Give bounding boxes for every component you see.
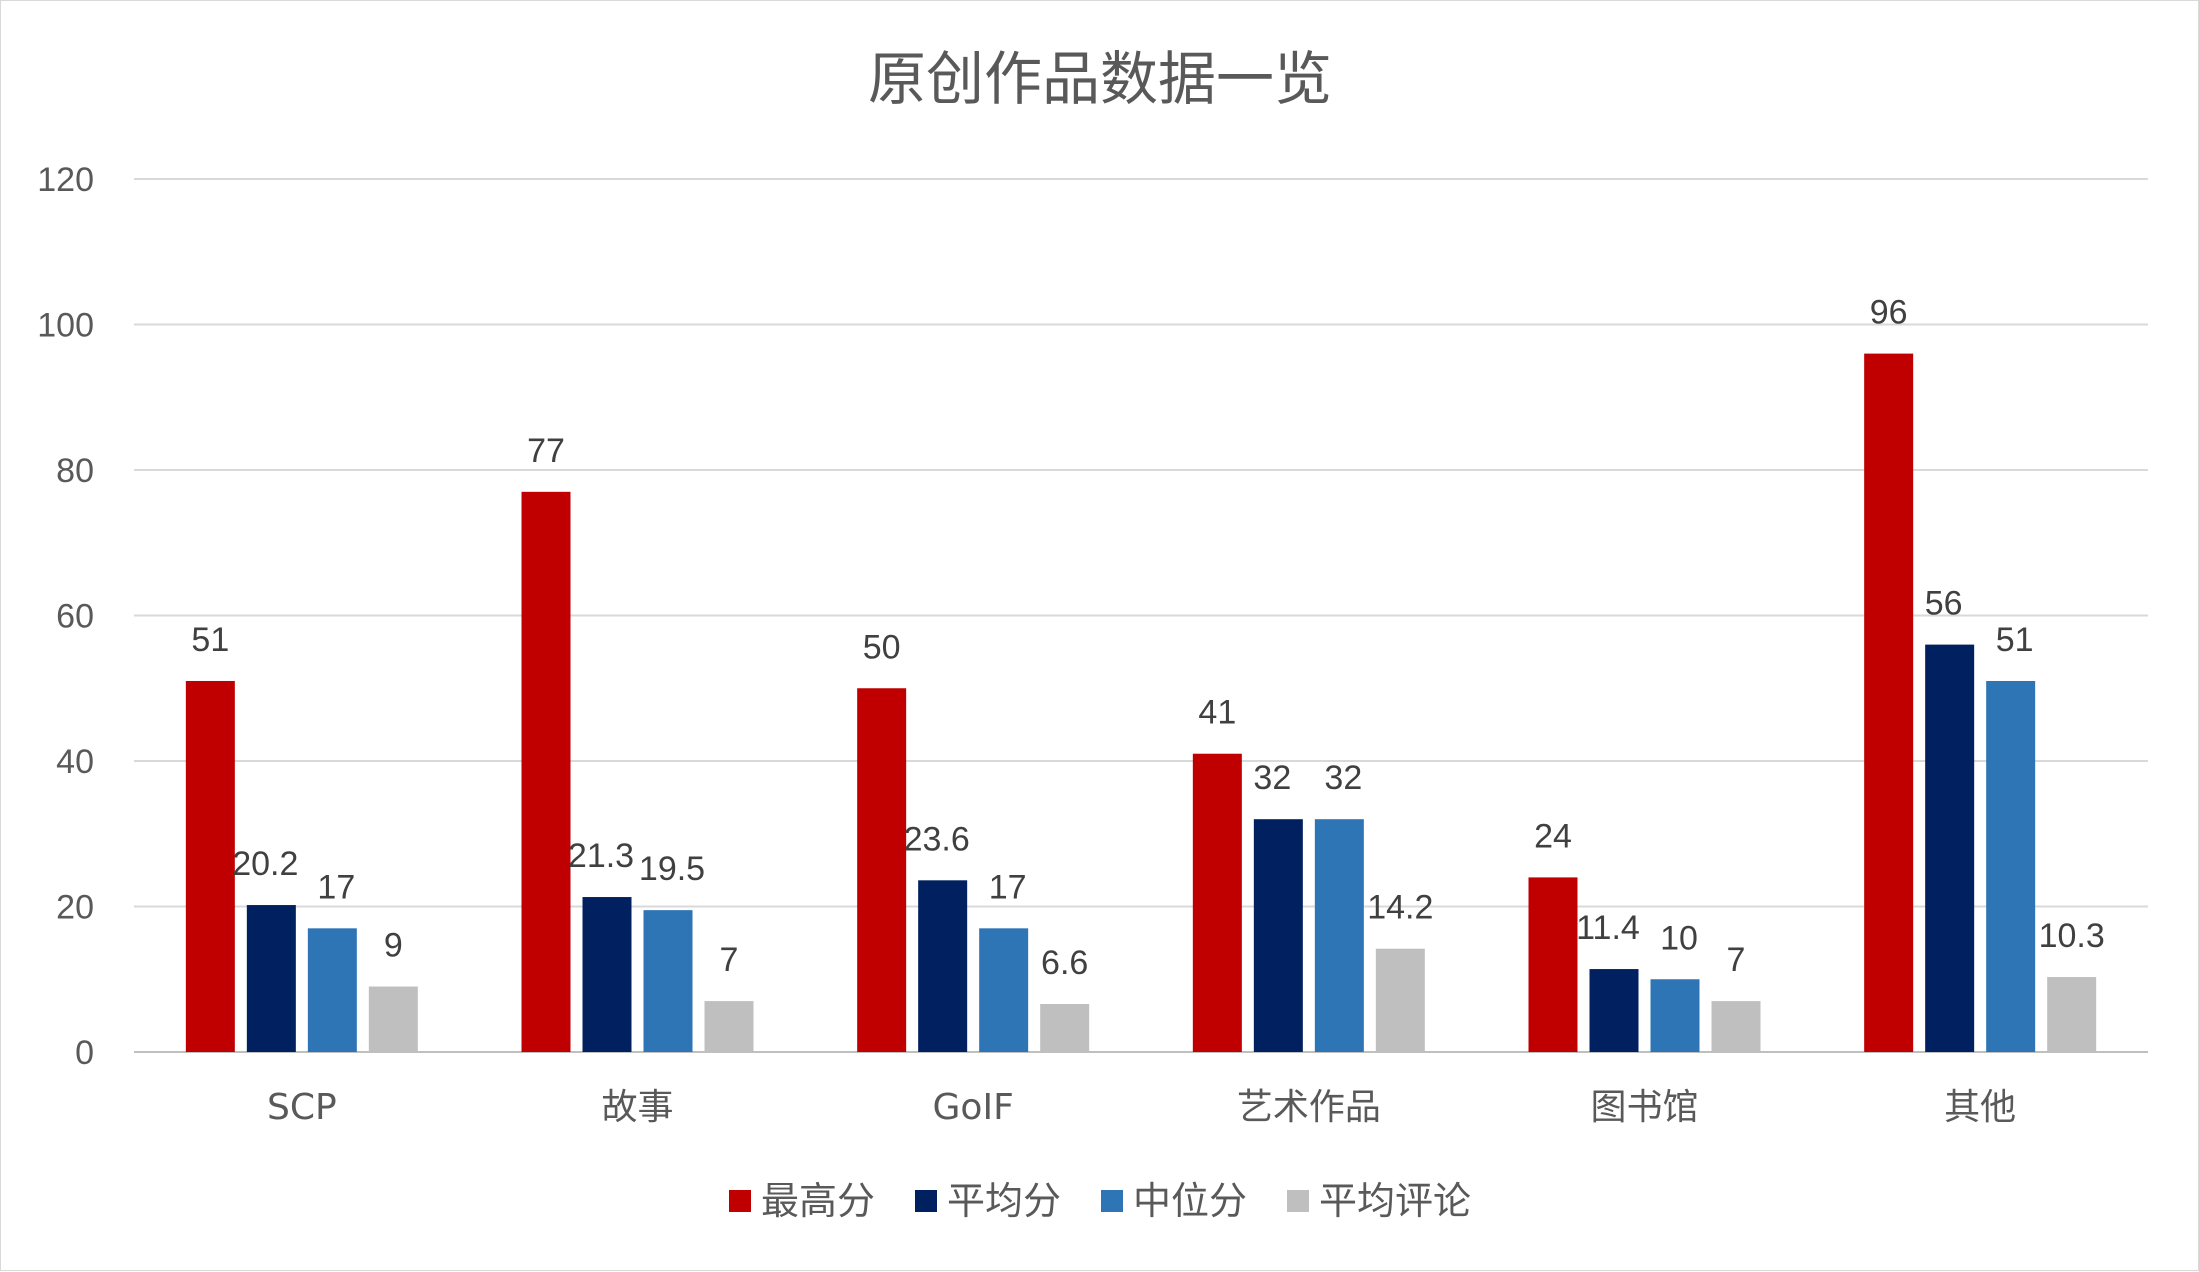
- bar-其他-最高分: [1864, 353, 1914, 1053]
- data-label-其他-平均分: 56: [1925, 585, 1963, 623]
- category-label-故事: 故事: [601, 1087, 673, 1128]
- data-label-scp-平均评论: 9: [384, 927, 403, 965]
- legend-label-平均分: 平均分: [947, 1179, 1061, 1223]
- legend-swatch-中位分: [1101, 1190, 1123, 1212]
- data-label-goif-平均评论: 6.6: [1041, 944, 1088, 982]
- bar-goif-最高分: [857, 688, 907, 1052]
- bar-图书馆-平均分: [1589, 969, 1639, 1052]
- bar-艺术作品-中位分: [1314, 819, 1364, 1052]
- legend-swatch-平均评论: [1287, 1190, 1309, 1212]
- bar-图书馆-最高分: [1528, 877, 1578, 1052]
- bar-故事-平均评论: [704, 1001, 754, 1052]
- legend-label-最高分: 最高分: [761, 1179, 875, 1223]
- legend-label-平均评论: 平均评论: [1319, 1179, 1471, 1223]
- bar-goif-中位分: [979, 928, 1029, 1052]
- bar-scp-平均评论: [368, 986, 418, 1052]
- category-label-其他: 其他: [1944, 1087, 2016, 1128]
- y-tick-label-100: 100: [37, 307, 94, 345]
- category-label-艺术作品: 艺术作品: [1237, 1087, 1381, 1128]
- bar-scp-最高分: [185, 680, 235, 1052]
- category-label-scp: SCP: [267, 1087, 337, 1128]
- bar-scp-中位分: [307, 928, 357, 1052]
- data-label-goif-最高分: 50: [863, 628, 901, 666]
- bar-故事-最高分: [521, 491, 571, 1052]
- category-labels: SCP 故事 GoIF 艺术作品 图书馆 其他: [267, 1087, 2016, 1128]
- data-label-其他-中位分: 51: [1996, 621, 2034, 659]
- data-label-scp-平均分: 20.2: [232, 845, 298, 883]
- bar-其他-平均评论: [2047, 977, 2097, 1052]
- bar-其他-平均分: [1925, 644, 1975, 1052]
- data-label-scp-中位分: 17: [317, 868, 355, 906]
- data-label-图书馆-最高分: 24: [1534, 817, 1572, 855]
- bar-艺术作品-平均评论: [1375, 948, 1425, 1052]
- data-label-故事-最高分: 77: [527, 432, 565, 470]
- y-tick-label-60: 60: [56, 598, 94, 636]
- y-tick-label-80: 80: [56, 452, 94, 490]
- data-label-艺术作品-平均评论: 14.2: [1367, 889, 1433, 927]
- data-label-艺术作品-中位分: 32: [1324, 759, 1362, 797]
- bars: [185, 353, 2097, 1053]
- bar-其他-中位分: [1986, 680, 2036, 1052]
- data-label-故事-平均分: 21.3: [568, 837, 634, 875]
- bar-故事-平均分: [582, 897, 632, 1052]
- data-label-艺术作品-最高分: 41: [1198, 694, 1236, 732]
- chart-title: 原创作品数据一览: [868, 45, 1332, 113]
- y-axis-ticks: 0 20 40 60 80 100 120: [37, 161, 94, 1072]
- data-label-goif-平均分: 23.6: [904, 820, 970, 858]
- y-tick-label-40: 40: [56, 743, 94, 781]
- data-label-其他-平均评论: 10.3: [2039, 917, 2105, 955]
- bar-goif-平均评论: [1040, 1003, 1090, 1052]
- category-label-goif: GoIF: [933, 1087, 1014, 1128]
- y-tick-label-120: 120: [37, 161, 94, 199]
- data-label-scp-最高分: 51: [191, 621, 229, 659]
- data-label-艺术作品-平均分: 32: [1253, 759, 1291, 797]
- bar-scp-平均分: [246, 905, 296, 1052]
- legend-swatch-最高分: [729, 1190, 751, 1212]
- category-label-图书馆: 图书馆: [1590, 1087, 1698, 1128]
- gridlines: [134, 178, 2148, 1053]
- data-label-故事-中位分: 19.5: [639, 850, 705, 888]
- bar-艺术作品-最高分: [1192, 753, 1242, 1052]
- data-label-图书馆-平均分: 11.4: [1576, 909, 1640, 947]
- y-tick-label-0: 0: [75, 1034, 94, 1072]
- bar-故事-中位分: [643, 910, 693, 1052]
- y-tick-label-20: 20: [56, 889, 94, 927]
- legend-swatch-平均分: [915, 1190, 937, 1212]
- data-labels: 51 20.2 17 9 77 21.3 19.5 7 50 23.6 17 6.6 41 32 32 14.…: [191, 294, 2104, 982]
- data-label-goif-中位分: 17: [989, 868, 1027, 906]
- bar-图书馆-平均评论: [1711, 1001, 1761, 1052]
- legend: 最高分 平均分 中位分 平均评论: [729, 1179, 1471, 1223]
- data-label-其他-最高分: 96: [1870, 294, 1908, 332]
- data-label-图书馆-中位分: 10: [1660, 919, 1698, 957]
- data-label-故事-平均评论: 7: [720, 941, 739, 979]
- data-label-图书馆-平均评论: 7: [1727, 941, 1746, 979]
- bar-艺术作品-平均分: [1253, 819, 1303, 1052]
- bar-goif-平均分: [918, 880, 968, 1052]
- legend-label-中位分: 中位分: [1133, 1179, 1247, 1223]
- bar-图书馆-中位分: [1650, 979, 1700, 1052]
